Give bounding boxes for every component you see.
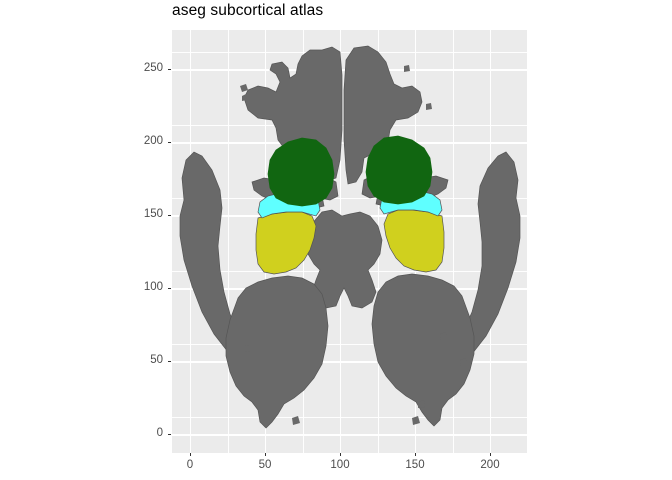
- xtick-label-200: 200: [480, 459, 500, 471]
- region-frontal-right: [343, 45, 423, 185]
- region-cerebellum-left: [225, 275, 329, 429]
- region-speck-5: [292, 416, 300, 425]
- page-title: aseg subcortical atlas: [172, 2, 324, 19]
- gridline-minor-x-25: [227, 30, 229, 453]
- region-speck-6: [412, 416, 420, 425]
- region-speck-4: [426, 103, 432, 110]
- region-speck-9: [440, 332, 448, 341]
- region-speck-7: [418, 400, 425, 408]
- region-brainstem: [305, 209, 383, 309]
- region-speck-2: [242, 94, 247, 101]
- region-thalamus-left: [267, 137, 335, 207]
- plot-panel: [172, 30, 527, 453]
- xtick-mark-100: [339, 453, 341, 456]
- region-speck-8: [244, 345, 250, 352]
- ytick-mark-0: [168, 433, 171, 435]
- region-speck-1: [240, 84, 248, 92]
- ytick-mark-200: [168, 141, 171, 143]
- ytick-label-150: 150: [143, 208, 163, 220]
- xtick-label-150: 150: [405, 459, 425, 471]
- region-speck-3: [404, 65, 410, 72]
- xtick-mark-50: [264, 453, 266, 456]
- gray-tissue-group: [179, 45, 521, 429]
- thalamus-group: [267, 135, 433, 207]
- ytick-label-100: 100: [143, 281, 163, 293]
- ytick-mark-150: [168, 214, 171, 216]
- xtick-label-50: 50: [258, 459, 272, 471]
- ytick-mark-50: [168, 360, 171, 362]
- ytick-mark-250: [168, 68, 171, 70]
- region-putamen-right: [383, 209, 445, 273]
- ytick-mark-100: [168, 287, 171, 289]
- region-speck-10: [460, 358, 468, 367]
- region-thalamus-right: [365, 135, 433, 205]
- brain-atlas-map: [179, 45, 521, 429]
- ytick-label-50: 50: [150, 354, 163, 366]
- gridline-minor-y-25: [172, 416, 527, 418]
- gridline-minor-y-275: [172, 51, 527, 53]
- gridline-y-0: [172, 434, 527, 436]
- ytick-label-200: 200: [143, 135, 163, 147]
- region-putamen-left: [255, 211, 317, 275]
- xtick-mark-150: [414, 453, 416, 456]
- gridline-minor-y-75: [172, 343, 527, 345]
- xtick-label-0: 0: [186, 459, 194, 471]
- gridline-y-50: [172, 361, 527, 363]
- region-cerebellum-right: [371, 273, 475, 427]
- ytick-label-250: 250: [143, 62, 163, 74]
- gridline-minor-x-175: [452, 30, 454, 453]
- xtick-mark-200: [489, 453, 491, 456]
- xtick-mark-0: [189, 453, 191, 456]
- xtick-label-100: 100: [330, 459, 350, 471]
- gridline-minor-y-175: [172, 197, 527, 199]
- ytick-label-0: 0: [156, 427, 163, 439]
